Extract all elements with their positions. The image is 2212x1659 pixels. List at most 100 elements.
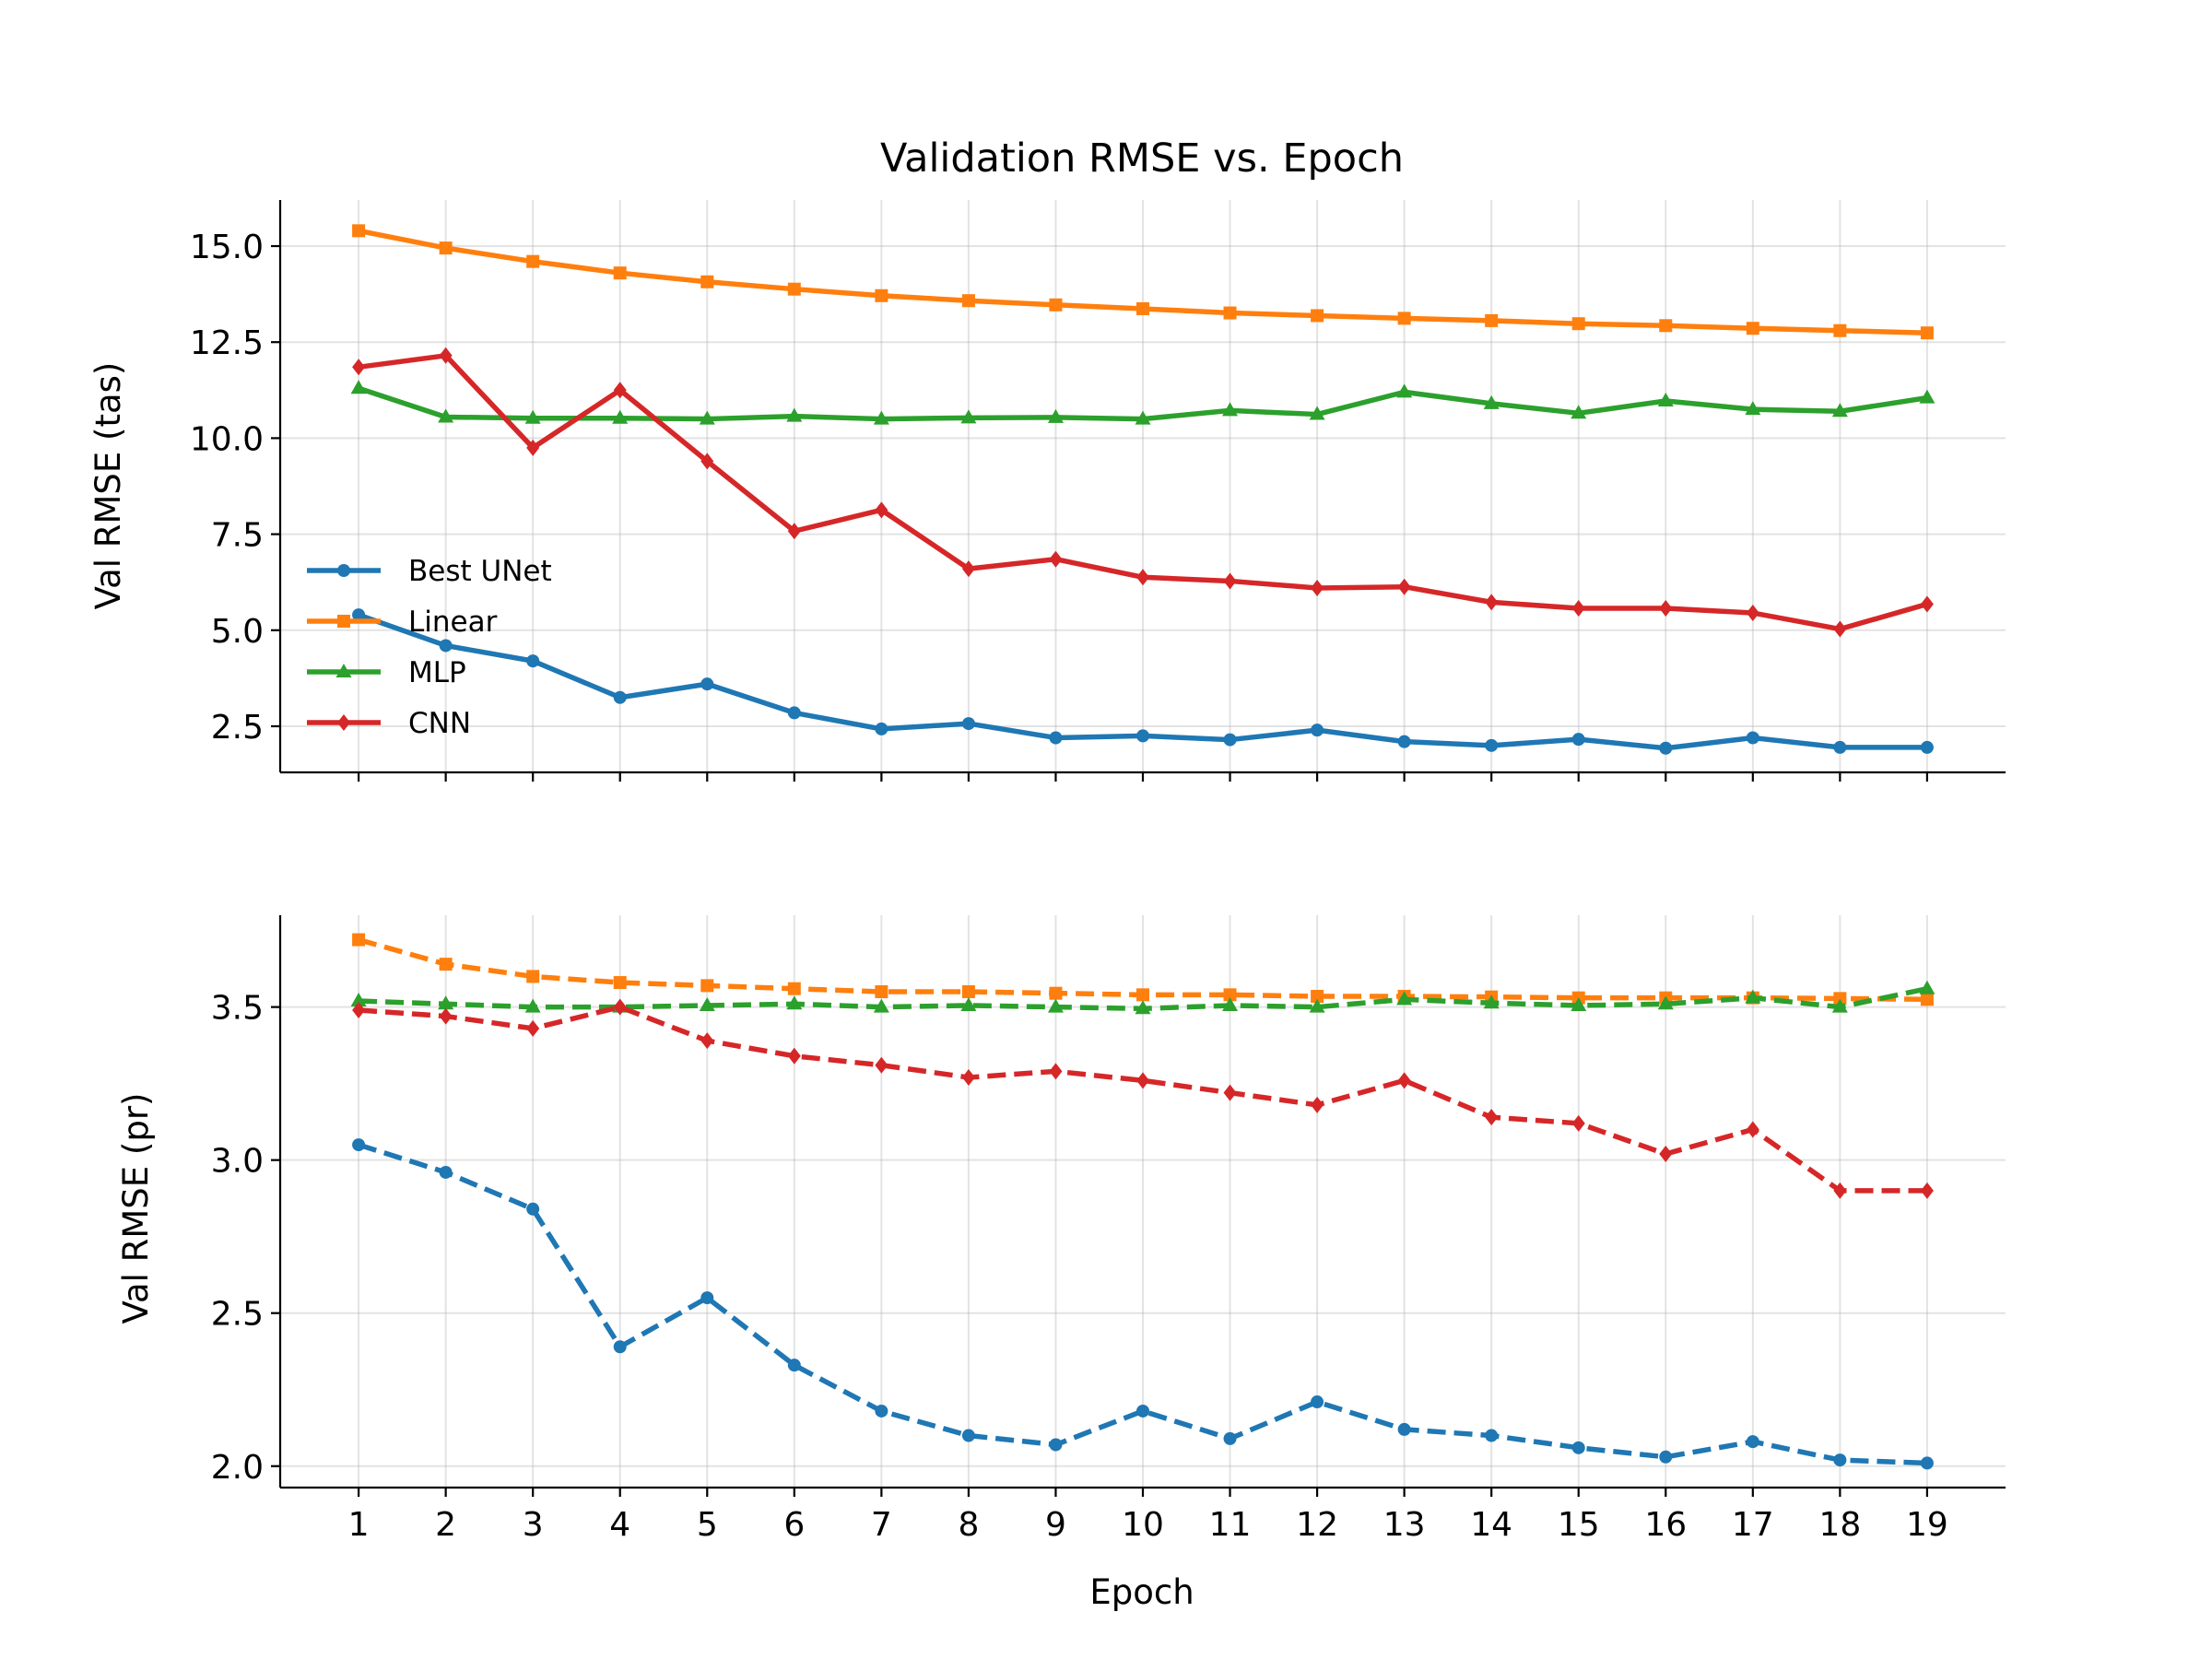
point-marker-16 [1746,322,1759,335]
x-tick-label: 17 [1732,1506,1774,1544]
point-marker-17 [1831,403,1848,418]
legend-marker-3 [337,714,350,731]
point-marker-11 [1311,990,1324,1004]
point-marker-11 [1309,998,1325,1013]
series-linear [352,224,1934,340]
point-marker-13 [1485,1109,1499,1126]
point-marker-14 [1571,1114,1585,1132]
point-marker-4 [699,996,715,1011]
point-marker-1 [439,1165,453,1179]
point-marker-12 [1397,735,1411,748]
point-marker-12 [1397,578,1411,595]
point-marker-5 [787,282,801,296]
point-marker-6 [875,288,888,302]
point-marker-14 [1571,405,1587,419]
point-marker-1 [439,1007,453,1025]
point-marker-8 [1049,986,1063,1000]
point-marker-11 [1311,724,1324,737]
series-cnn [352,347,1934,638]
point-marker-10 [1222,402,1239,417]
point-marker-16 [1745,401,1761,416]
point-marker-10 [1223,733,1237,747]
point-marker-2 [526,970,540,983]
x-tick-label: 2 [435,1506,456,1544]
point-marker-5 [787,1047,801,1065]
point-marker-10 [1223,572,1237,590]
legend-label: MLP [408,656,466,689]
x-tick-label: 11 [1209,1506,1252,1544]
x-tick-label: 15 [1558,1506,1600,1544]
point-marker-3 [613,382,627,399]
point-marker-2 [526,654,540,668]
point-marker-4 [700,1032,714,1050]
point-marker-16 [1746,731,1759,745]
point-marker-18 [1920,595,1934,613]
point-marker-13 [1483,394,1500,409]
point-marker-3 [613,976,627,990]
point-marker-10 [1223,1084,1237,1101]
point-marker-1 [439,958,453,971]
point-marker-2 [526,254,540,268]
y-tick-label: 3.5 [211,990,264,1028]
x-tick-label: 19 [1906,1506,1948,1544]
point-marker-0 [352,1001,366,1018]
y-tick-label: 2.5 [211,709,264,747]
legend-item: CNN [307,707,471,740]
point-marker-14 [1571,317,1585,331]
point-marker-13 [1485,738,1499,752]
y-tick-label: 2.5 [211,1296,264,1334]
point-marker-1 [439,347,453,364]
point-marker-12 [1397,1072,1411,1089]
point-marker-3 [613,1340,627,1354]
point-marker-18 [1919,389,1936,404]
x-tick-label: 9 [1045,1506,1066,1544]
bottom-panel-pr: 2.02.53.03.51 2 3 4 5 6 7 8 9 10 11 12 13 14 15 16 17 18 1… [116,915,2006,1612]
point-marker-12 [1397,1422,1411,1436]
x-tick-label: 6 [783,1506,805,1544]
point-marker-11 [1311,1096,1324,1113]
point-marker-4 [700,453,714,470]
x-tick-label: 13 [1383,1506,1426,1544]
bottom-series [350,933,1936,1470]
chart-title: Validation RMSE vs. Epoch [880,135,1404,182]
point-marker-6 [875,1056,888,1074]
x-tick-label: 5 [697,1506,718,1544]
point-marker-6 [875,1404,888,1418]
legend: Best UNet Linear MLP CNN [307,555,552,740]
point-marker-9 [1136,1404,1149,1418]
point-marker-2 [526,439,540,456]
point-marker-18 [1920,1182,1934,1199]
point-marker-13 [1485,313,1499,327]
y-tick-label: 10.0 [190,420,264,458]
point-marker-18 [1920,326,1934,340]
legend-marker-1 [337,615,350,628]
point-marker-9 [1135,410,1151,425]
point-marker-9 [1136,729,1149,743]
y-tick-label: 7.5 [211,517,264,555]
point-marker-17 [1833,1453,1847,1467]
point-marker-1 [439,639,453,653]
point-marker-17 [1833,992,1847,1006]
point-marker-8 [1049,298,1063,312]
point-marker-14 [1571,733,1585,747]
point-marker-10 [1223,988,1237,1002]
y-tick-label: 2.0 [211,1449,264,1487]
point-marker-8 [1047,998,1064,1013]
series-cnn [352,998,1934,1199]
point-marker-16 [1746,605,1759,622]
point-marker-9 [1135,1000,1151,1015]
point-marker-1 [439,241,453,255]
series-mlp [350,380,1936,425]
legend-label: Linear [408,606,498,639]
point-marker-7 [961,1069,975,1087]
point-marker-12 [1396,383,1413,398]
point-marker-2 [526,1019,540,1037]
bottom-axes: 2.02.53.03.51 2 3 4 5 6 7 8 9 10 11 12 13 14 15 16 17 18 1… [211,915,2006,1544]
point-marker-5 [786,407,803,422]
legend-label: Best UNet [408,555,552,588]
point-marker-18 [1920,1456,1934,1470]
point-marker-10 [1223,1431,1237,1445]
point-marker-15 [1657,995,1674,1010]
point-marker-7 [961,985,975,999]
